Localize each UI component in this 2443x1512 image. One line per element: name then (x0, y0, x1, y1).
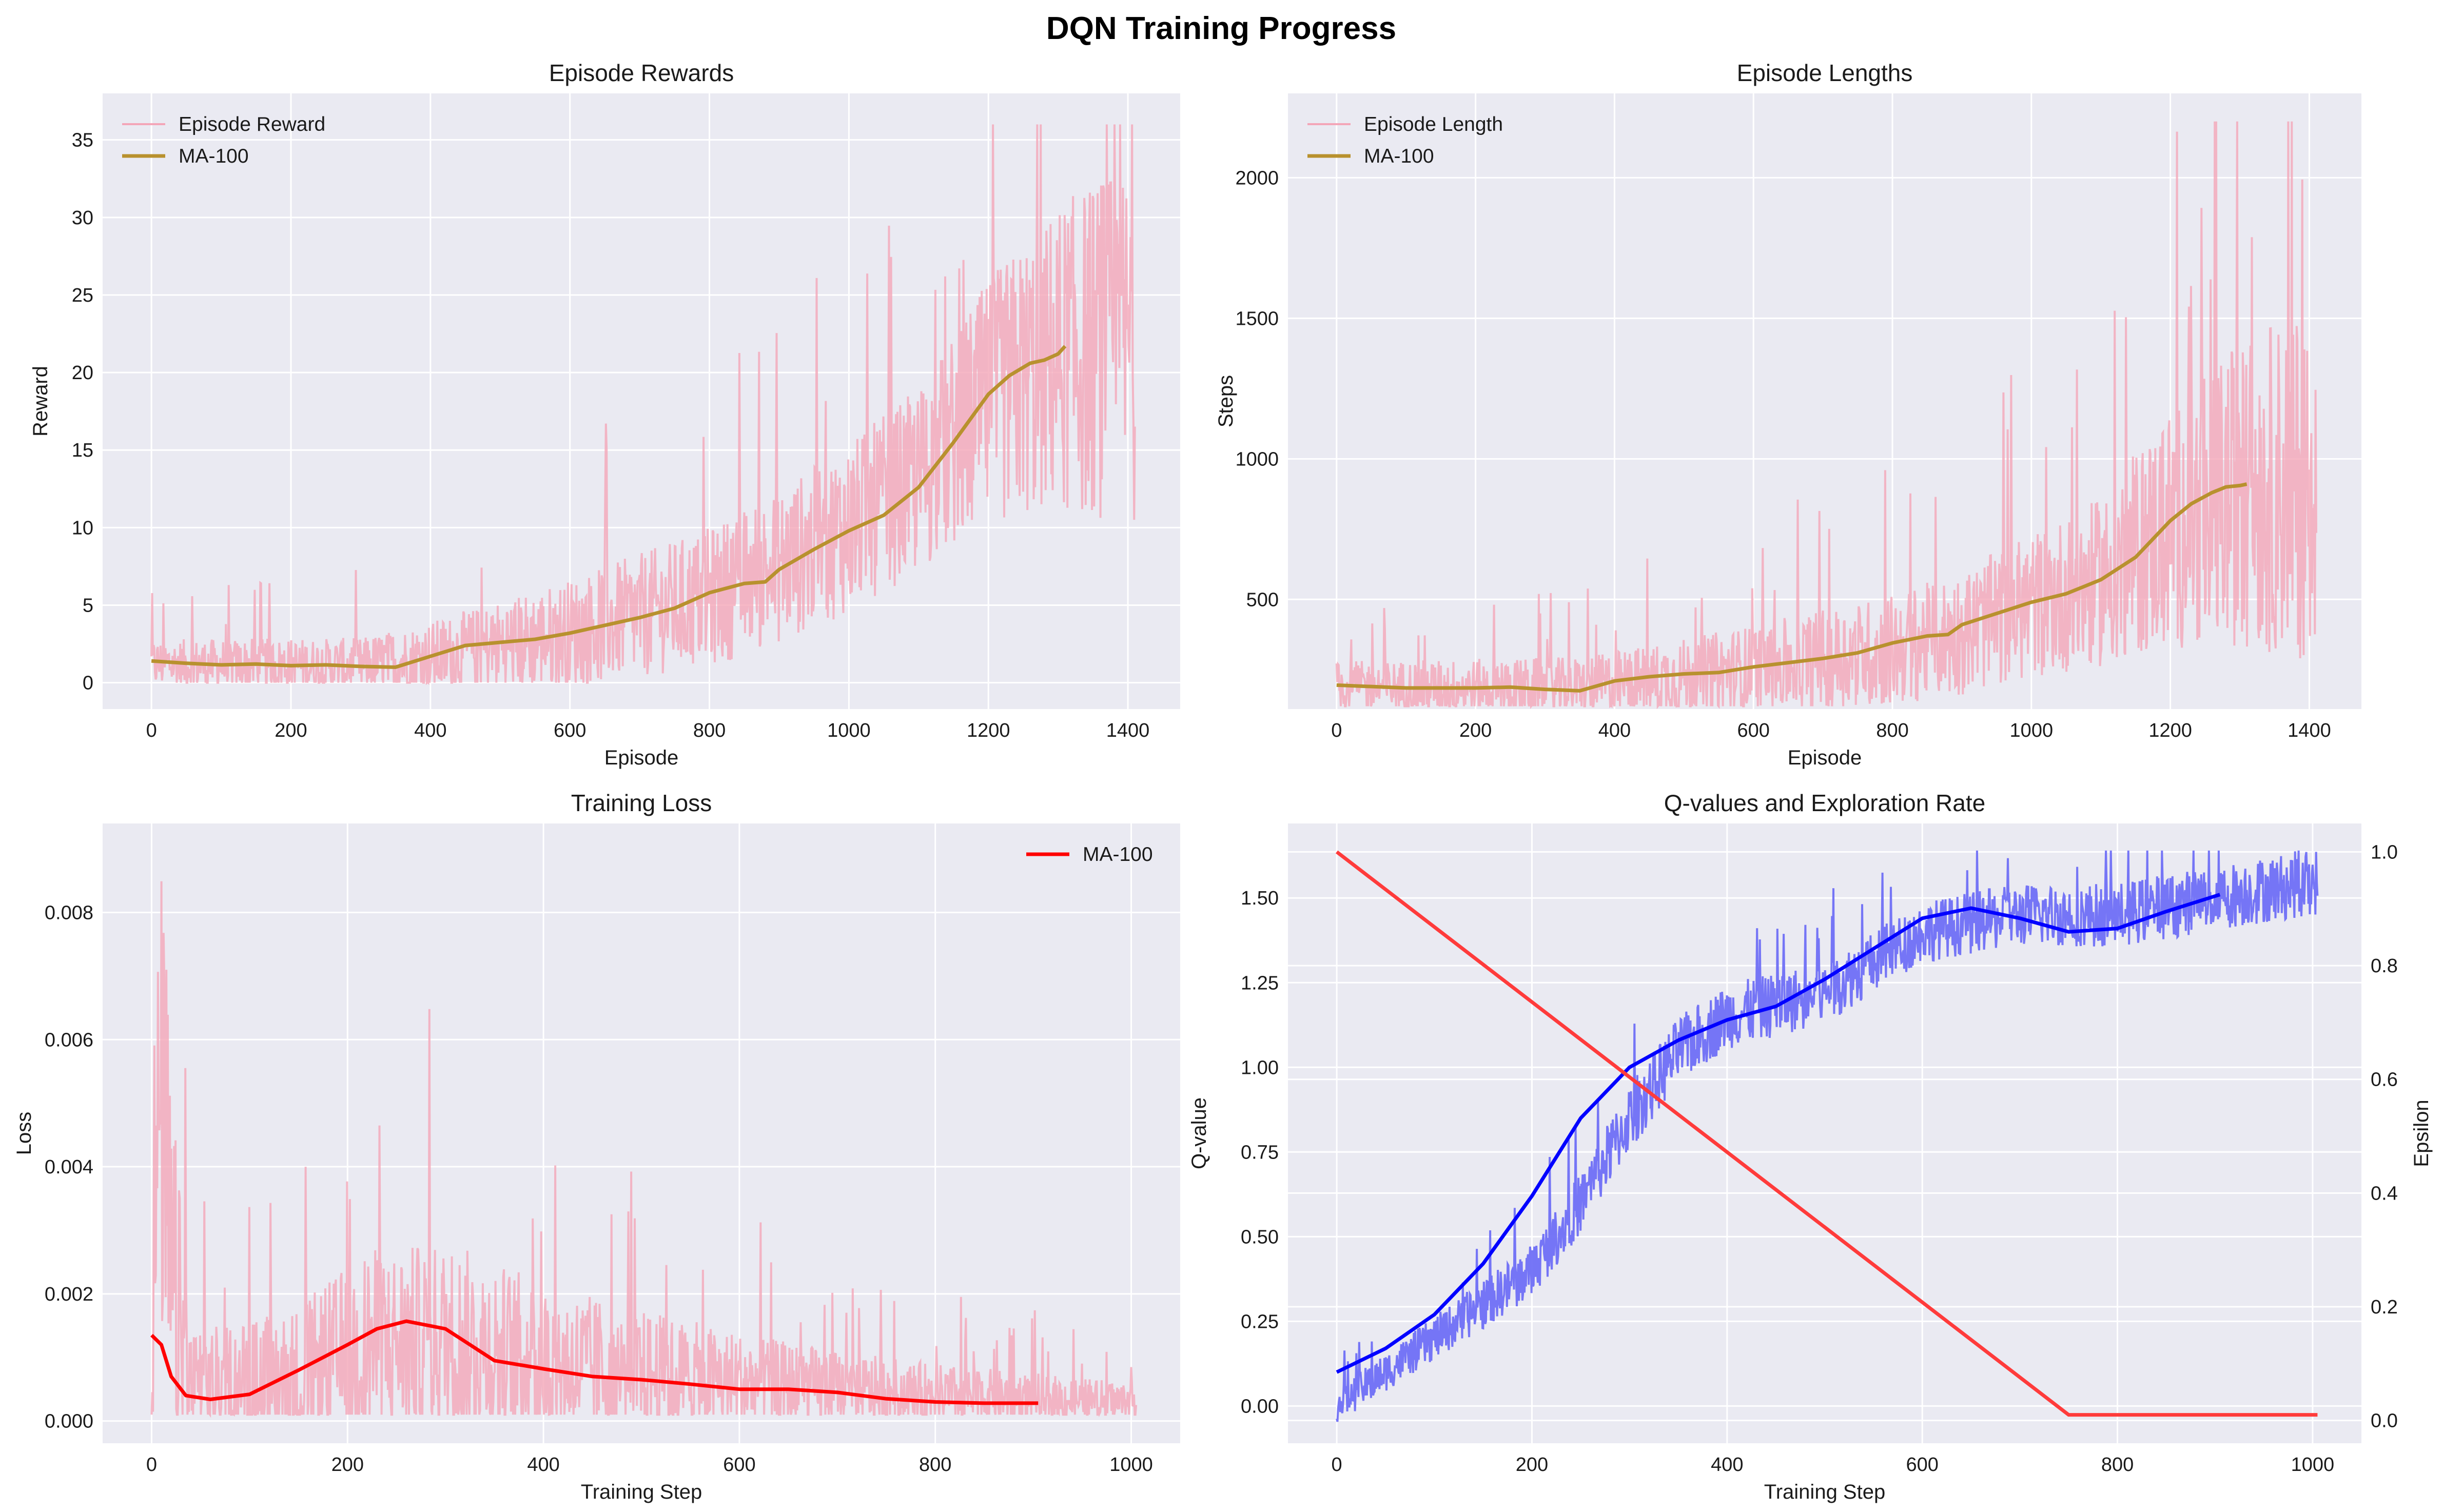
series-group (150, 881, 1138, 1418)
series-line-ma-100 (151, 345, 1067, 669)
x-tick-label: 800 (693, 720, 726, 741)
x-tick-label: 400 (527, 1454, 559, 1476)
y-tick-label: 30 (72, 207, 93, 229)
series-group (1335, 850, 2319, 1422)
y-tick-label: 35 (72, 130, 93, 151)
y-tick-label: 2000 (1235, 167, 1279, 189)
x-axis-label: Training Step (581, 1481, 702, 1503)
y-tick-label: 500 (1246, 589, 1279, 611)
panel-loss: 0 200 400 600 800 1000 0.000 0.002 0.004 0.006 0.0… (13, 790, 1180, 1503)
x-tick-label: 1400 (2288, 720, 2331, 741)
legend-label: MA-100 (1083, 843, 1153, 866)
plot-area: 0 200 400 600 800 1000 1200 1400 0 5 10 15 20 25 30 35 E… (13, 60, 2433, 1503)
legend: MA-100 (1026, 843, 1153, 866)
x-axis-label: Episode (604, 747, 679, 769)
y-tick-label: 1500 (1235, 308, 1279, 329)
legend: Episode Reward MA-100 (122, 113, 325, 167)
y-tick-label: 0.000 (45, 1411, 93, 1432)
y-tick-label: 20 (72, 362, 93, 384)
legend-label: Episode Length (1364, 113, 1503, 135)
y-tick-label: 1.00 (1241, 1057, 1279, 1078)
x-tick-label: 800 (1876, 720, 1908, 741)
x-tick-label: 0 (1331, 720, 1342, 741)
chart-title: Q-values and Exploration Rate (1664, 790, 1985, 816)
series-group (1335, 121, 2317, 709)
series-line-ma-100 (150, 1319, 1039, 1405)
x-tick-label: 1000 (827, 720, 871, 741)
x-axis-label: Episode (1788, 747, 1862, 769)
x-tick-label: 0 (146, 1454, 157, 1476)
x-tick-label: 400 (1711, 1454, 1743, 1476)
y-axis-label: Steps (1215, 375, 1237, 427)
y2-axis-label: Epsilon (2410, 1099, 2433, 1167)
x-tick-label: 400 (414, 720, 446, 741)
series-line-episode-reward (150, 124, 1136, 685)
panel-q_epsilon: 0 200 400 600 800 1000 0.00 0.25 0.50 0.75 1.00 1.2… (1188, 790, 2433, 1503)
x-tick-label: 0 (1332, 1454, 1342, 1476)
y-tick-label: 0.00 (1241, 1396, 1279, 1417)
legend-label: MA-100 (179, 145, 249, 167)
x-tick-label: 1400 (1106, 720, 1150, 741)
y2-tick-label: 0.0 (2371, 1410, 2398, 1432)
y-tick-label: 1.25 (1241, 972, 1279, 994)
y-tick-label: 0.008 (45, 902, 93, 924)
x-tick-label: 400 (1598, 720, 1631, 741)
y-tick-label: 1.50 (1241, 888, 1279, 909)
y-tick-label: 0.75 (1241, 1142, 1279, 1163)
chart-title: Episode Rewards (549, 60, 734, 86)
figure-title: DQN Training Progress (1046, 11, 1396, 46)
x-tick-label: 1000 (1109, 1454, 1153, 1476)
x-tick-label: 200 (331, 1454, 364, 1476)
x-tick-label: 1200 (967, 720, 1010, 741)
x-tick-label: 600 (1737, 720, 1770, 741)
panel-background (1288, 823, 2361, 1443)
panel-lengths: 0 200 400 600 800 1000 1200 1400 500 1000 1500 2000… (1215, 60, 2361, 769)
x-tick-label: 200 (1459, 720, 1492, 741)
x-tick-label: 600 (1906, 1454, 1938, 1476)
x-tick-label: 1000 (2291, 1454, 2335, 1476)
y-tick-label: 0.004 (45, 1156, 93, 1178)
series-line-ma-100 (1336, 893, 2221, 1374)
legend: Episode Length MA-100 (1307, 113, 1503, 167)
y2-tick-label: 0.4 (2371, 1183, 2398, 1204)
y-axis-label: Loss (13, 1112, 35, 1155)
y2-tick-label: 0.8 (2371, 955, 2398, 977)
series-line-epsilon (1335, 850, 2318, 1417)
y2-tick-label: 0.6 (2371, 1069, 2398, 1091)
y-tick-label: 0.25 (1241, 1311, 1279, 1332)
x-tick-label: 600 (723, 1454, 755, 1476)
x-tick-label: 1200 (2148, 720, 2192, 741)
y2-tick-label: 1.0 (2371, 841, 2398, 863)
y-tick-label: 0 (83, 673, 93, 694)
panel-background (103, 823, 1180, 1443)
chart-title: Episode Lengths (1737, 60, 1913, 86)
y-tick-label: 0.50 (1241, 1226, 1279, 1248)
x-tick-label: 600 (554, 720, 586, 741)
x-tick-label: 800 (919, 1454, 951, 1476)
y-tick-label: 25 (72, 285, 93, 306)
series-line-ma-100 (1336, 482, 2247, 693)
x-tick-label: 1000 (2010, 720, 2054, 741)
y-axis-label: Reward (29, 366, 52, 437)
y-axis-label: Q-value (1188, 1097, 1210, 1169)
legend-label: Episode Reward (179, 113, 325, 135)
legend-label: MA-100 (1364, 145, 1434, 167)
y-tick-label: 5 (83, 595, 93, 616)
y-tick-label: 1000 (1235, 448, 1279, 470)
x-axis-label: Training Step (1764, 1481, 1885, 1503)
series-line-loss (150, 881, 1138, 1418)
panel-rewards: 0 200 400 600 800 1000 1200 1400 0 5 10 15 20 25 30 35 E… (29, 60, 1180, 769)
chart-title: Training Loss (571, 790, 712, 816)
x-tick-label: 800 (2101, 1454, 2134, 1476)
y2-tick-label: 0.2 (2371, 1297, 2398, 1318)
y-tick-label: 15 (72, 440, 93, 461)
series-group (150, 124, 1136, 685)
x-tick-label: 0 (146, 720, 157, 741)
y-tick-label: 0.006 (45, 1029, 93, 1051)
x-tick-label: 200 (1516, 1454, 1548, 1476)
x-tick-label: 200 (275, 720, 307, 741)
y-tick-label: 10 (72, 517, 93, 539)
y-tick-label: 0.002 (45, 1284, 93, 1305)
